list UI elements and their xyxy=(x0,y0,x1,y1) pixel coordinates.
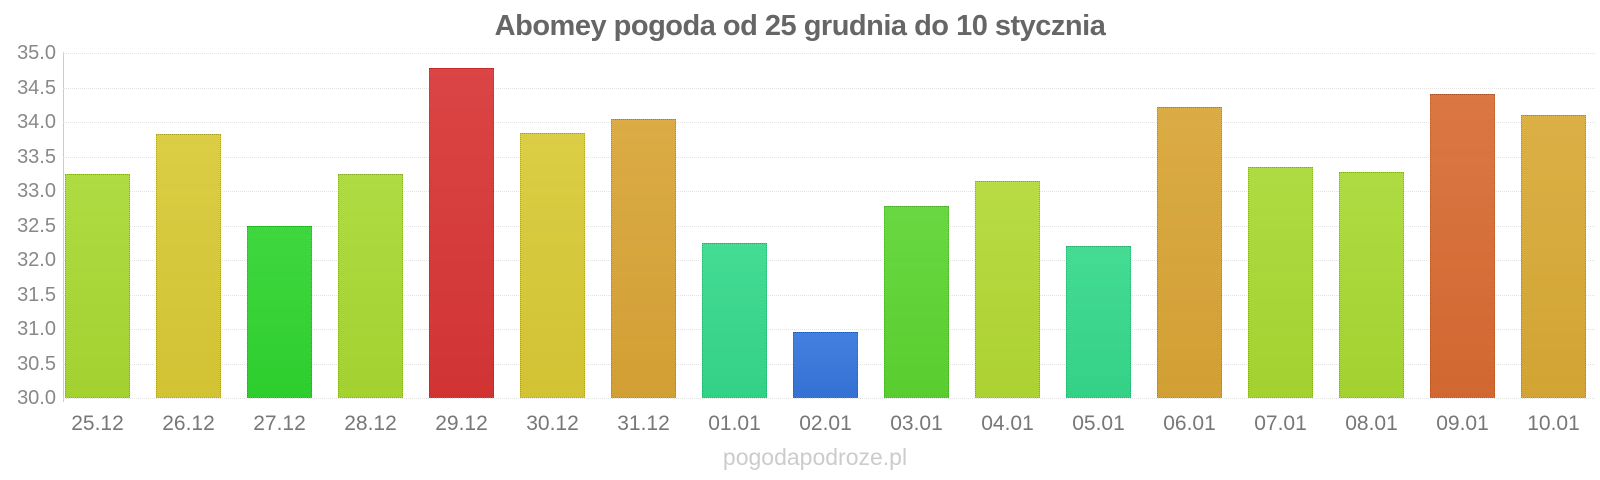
y-tick-label: 32.5 xyxy=(17,214,56,237)
y-tick-label: 34.0 xyxy=(17,111,56,133)
y-axis-line xyxy=(63,52,64,402)
x-tick-label: 25.12 xyxy=(71,412,124,435)
y-tick-label: 30.5 xyxy=(17,352,56,375)
x-tick-label: 09.01 xyxy=(1436,412,1489,435)
watermark: pogodapodroze.pl xyxy=(722,444,908,470)
bar-05.01[interactable] xyxy=(1066,246,1131,398)
gridline xyxy=(63,294,1595,296)
y-tick-label: 31.5 xyxy=(17,283,56,306)
x-tick-label: 26.12 xyxy=(162,412,215,435)
gridline xyxy=(63,398,1595,399)
bar-02.01[interactable] xyxy=(793,332,858,398)
x-tick-label: 31.12 xyxy=(617,412,670,435)
bar-04.01[interactable] xyxy=(975,180,1040,398)
bar-27.12[interactable] xyxy=(247,225,312,398)
x-tick-label: 29.12 xyxy=(435,412,488,435)
chart-title: Abomey pogoda od 25 grudnia do 10 styczn… xyxy=(494,10,1106,42)
x-tick-label: 05.01 xyxy=(1072,412,1125,435)
bar-25.12[interactable] xyxy=(65,173,130,398)
gridline xyxy=(63,53,1595,54)
bar-31.12[interactable] xyxy=(611,118,676,398)
gridline xyxy=(63,156,1595,158)
bar-07.01[interactable] xyxy=(1248,166,1313,398)
x-tick-label: 07.01 xyxy=(1254,412,1307,435)
y-tick-label: 30.0 xyxy=(17,387,56,409)
y-tick-label: 31.0 xyxy=(17,318,56,340)
bar-30.12[interactable] xyxy=(520,133,585,398)
x-tick-label: 01.01 xyxy=(708,412,761,435)
y-tick-label: 32.0 xyxy=(17,249,56,271)
bar-09.01[interactable] xyxy=(1430,94,1495,398)
bar-01.01[interactable] xyxy=(702,242,767,398)
gridline xyxy=(63,87,1595,89)
gridline xyxy=(63,225,1595,227)
gridline xyxy=(63,191,1595,192)
y-tick-label: 34.5 xyxy=(17,76,56,99)
bar-10.01[interactable] xyxy=(1521,115,1586,398)
gridline xyxy=(63,329,1595,330)
bar-06.01[interactable] xyxy=(1157,106,1222,398)
bar-26.12[interactable] xyxy=(156,134,221,398)
x-tick-label: 28.12 xyxy=(344,412,397,435)
bar-08.01[interactable] xyxy=(1339,172,1404,398)
bar-28.12[interactable] xyxy=(338,174,403,398)
x-tick-label: 06.01 xyxy=(1163,412,1216,435)
x-tick-label: 27.12 xyxy=(253,412,306,435)
x-tick-label: 30.12 xyxy=(526,412,579,435)
gridline xyxy=(63,122,1595,123)
bar-29.12[interactable] xyxy=(429,68,494,398)
x-tick-label: 08.01 xyxy=(1345,412,1398,435)
y-tick-label: 35.0 xyxy=(17,42,56,64)
gridline xyxy=(63,260,1595,261)
x-tick-label: 04.01 xyxy=(981,412,1034,435)
y-tick-label: 33.0 xyxy=(17,180,56,202)
x-tick-label: 03.01 xyxy=(890,412,943,435)
y-tick-label: 33.5 xyxy=(17,145,56,168)
bar-03.01[interactable] xyxy=(884,206,949,398)
x-tick-label: 10.01 xyxy=(1527,412,1580,435)
x-tick-label: 02.01 xyxy=(799,412,852,435)
